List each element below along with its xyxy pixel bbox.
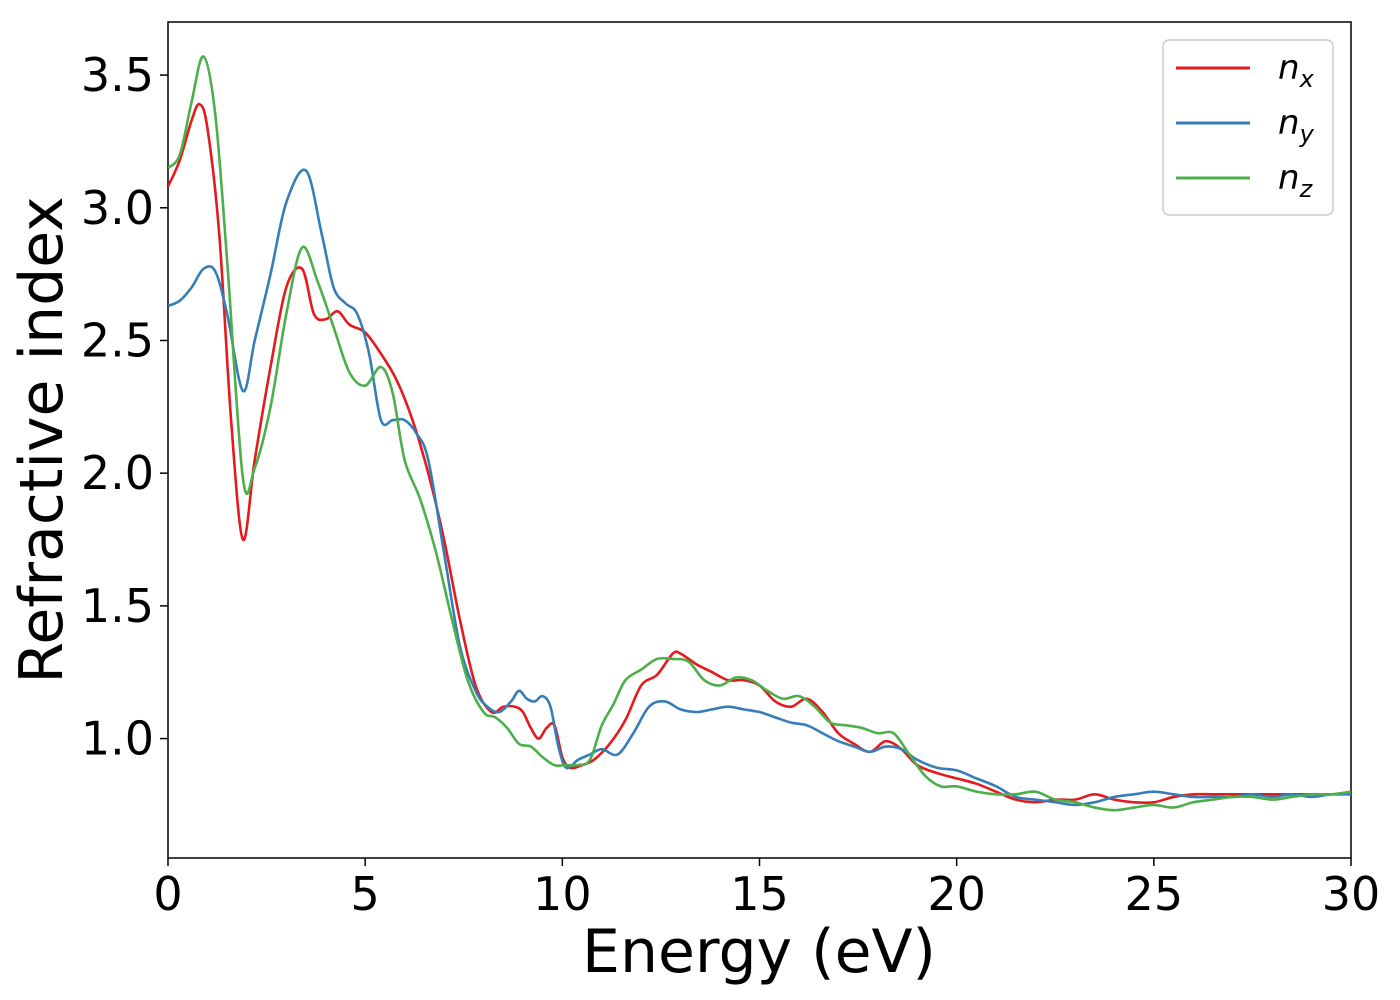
x-tick-label: 30 xyxy=(1322,867,1381,921)
legend-label-nz: nz xyxy=(1278,158,1314,203)
x-tick-label: 15 xyxy=(730,867,789,921)
legend-box xyxy=(1162,39,1334,216)
legend-label-ny: ny xyxy=(1278,103,1315,148)
legend: nx ny nz xyxy=(1162,39,1334,216)
y-tick-label: 1.5 xyxy=(81,579,154,633)
y-axis-title: Refractive index xyxy=(7,196,77,683)
x-axis-title: Energy (eV) xyxy=(582,917,936,987)
plot-area xyxy=(167,21,1352,859)
y-tick-label: 3.0 xyxy=(81,181,154,235)
x-axis-ticks: 0 5 10 15 20 25 30 xyxy=(153,858,1380,921)
x-tick-label: 5 xyxy=(351,867,380,921)
series-line-ny xyxy=(168,168,1351,807)
x-tick-label: 0 xyxy=(153,867,182,921)
series-line-nx xyxy=(168,102,1351,805)
y-tick-label: 1.0 xyxy=(81,712,154,766)
x-tick-label: 25 xyxy=(1125,867,1184,921)
x-tick-label: 10 xyxy=(533,867,592,921)
legend-label-nx: nx xyxy=(1278,48,1315,93)
y-tick-label: 3.5 xyxy=(81,48,154,102)
series-layer xyxy=(168,55,1351,812)
y-tick-label: 2.0 xyxy=(81,446,154,500)
y-axis-ticks: 1.0 1.5 2.0 2.5 3.0 3.5 xyxy=(81,48,168,766)
x-tick-label: 20 xyxy=(927,867,986,921)
series-line-nz xyxy=(168,55,1351,812)
y-tick-label: 2.5 xyxy=(81,313,154,367)
